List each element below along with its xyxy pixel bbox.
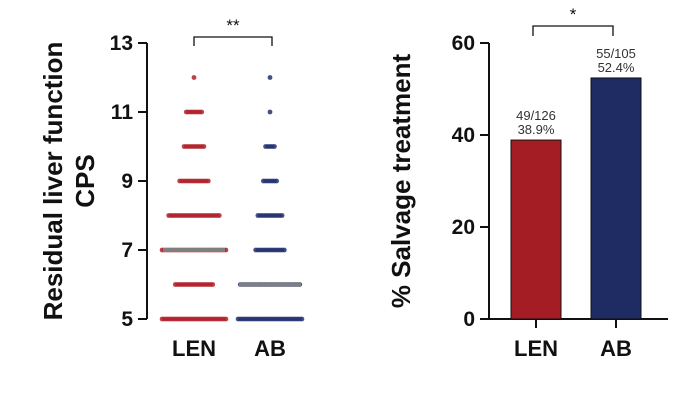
dotplot-point [272,144,277,149]
dotplot-x-category-label: LEN [172,336,216,361]
dotplot-point [299,316,305,322]
dotplot-point [205,178,211,184]
dotplot-y-tick-label: 7 [121,239,133,262]
dotplot-point [279,213,285,218]
dotplot-point [191,75,197,80]
dotplot-y-tick-label: 9 [121,170,133,193]
barchart-significance-bracket: * [532,5,614,36]
dotplot-x-categories: LEN AB [172,336,286,361]
barchart-y-tick-label: 20 [452,216,475,239]
dotplot-y-tick-label: 13 [110,32,133,55]
barchart-ylabel: % Salvage treatment [386,53,416,308]
barchart-x-category-label: AB [600,336,632,361]
barchart-significance-label: * [570,5,577,24]
bar-annotation-fraction: 49/126 [516,108,556,123]
dotplot-ylabel-line1: Residual liver function [38,42,68,321]
dotplot-point [210,282,216,287]
dotplot-significance-label: ** [226,16,240,35]
dotplot-point [199,109,205,115]
dot-plot-panel: Residual liver function CPS 5 7 9 11 13 LEN A… [38,16,305,361]
bar-ab [590,77,642,320]
dotplot-point [201,144,207,149]
barchart-x-category-label: LEN [514,336,558,361]
dotplot-point [267,75,273,80]
barchart-y-tick-label: 60 [452,32,475,55]
barchart-x-categories: LEN AB [514,319,632,361]
dotplot-y-ticks: 5 7 9 11 13 [110,32,147,331]
dotplot-point [216,213,222,218]
dotplot-point [223,316,229,322]
barchart-y-tick-label: 40 [452,124,475,147]
dotplot-point [281,247,287,253]
barchart-bars [510,77,642,320]
bar-annotation-percent: 38.9% [518,122,555,137]
barchart-y-ticks: 0 20 40 60 [452,32,489,331]
dotplot-point [267,109,273,115]
dotplot-point [274,178,279,184]
bar-annotation-fraction: 55/105 [596,46,636,61]
barchart-y-tick-label: 0 [463,308,475,331]
dotplot-y-tick-label: 11 [111,101,134,124]
dotplot-x-category-label: AB [254,336,286,361]
bar-chart-panel: % Salvage treatment 0 20 40 60 LEN AB 49/126… [386,5,668,361]
bar-len [510,139,562,320]
dotplot-y-tick-label: 5 [121,308,133,331]
dotplot-significance-bracket: ** [193,16,273,46]
dotplot-ylabel-line2: CPS [70,154,100,207]
bar-annotation-percent: 52.4% [598,60,635,75]
dotplot-medians [163,248,301,287]
